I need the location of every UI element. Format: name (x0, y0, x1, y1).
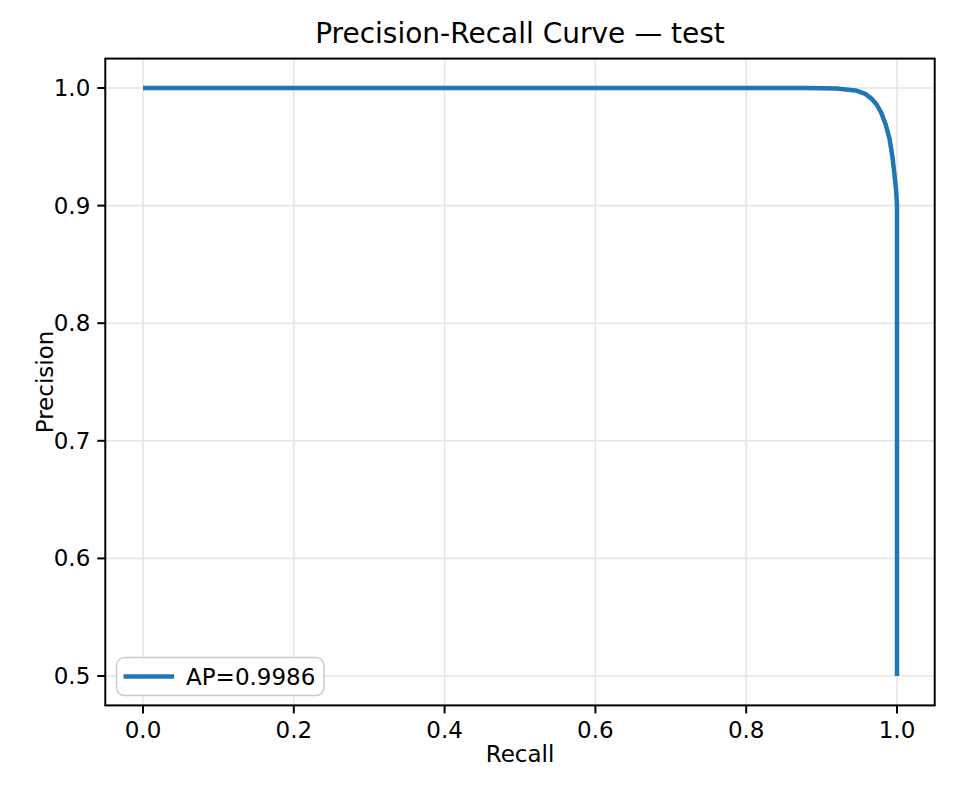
y-tick-label: 0.5 (54, 663, 91, 689)
axis-tick-labels: 0.0 0.2 0.4 0.6 0.8 1.0 0.5 0.6 0.7 0.8 0.9 1.0 (54, 75, 916, 743)
pr-curve-figure: 0.0 0.2 0.4 0.6 0.8 1.0 0.5 0.6 0.7 0.8 0.9 1.0 Pre… (0, 0, 960, 800)
y-tick-label: 0.6 (54, 545, 91, 571)
gridlines (105, 59, 934, 706)
x-tick-label: 0.0 (125, 717, 162, 743)
pr-curve-path (143, 88, 897, 676)
x-axis-label: Recall (486, 741, 555, 767)
y-tick-label: 1.0 (54, 75, 91, 101)
plot-border (105, 59, 934, 706)
axis-ticks (97, 88, 897, 713)
x-tick-label: 1.0 (879, 717, 916, 743)
x-tick-label: 0.8 (728, 717, 765, 743)
y-tick-label: 0.9 (54, 193, 91, 219)
pr-curve-series (143, 88, 897, 676)
x-tick-label: 0.4 (426, 717, 463, 743)
y-tick-label: 0.7 (54, 428, 91, 454)
y-tick-label: 0.8 (54, 310, 91, 336)
legend: AP=0.9986 (117, 658, 325, 696)
chart-title: Precision-Recall Curve — test (315, 17, 725, 50)
x-tick-label: 0.2 (276, 717, 313, 743)
legend-label: AP=0.9986 (186, 664, 315, 690)
y-axis-label: Precision (32, 331, 58, 434)
pr-curve-chart: 0.0 0.2 0.4 0.6 0.8 1.0 0.5 0.6 0.7 0.8 0.9 1.0 Pre… (0, 0, 960, 800)
x-tick-label: 0.6 (577, 717, 614, 743)
